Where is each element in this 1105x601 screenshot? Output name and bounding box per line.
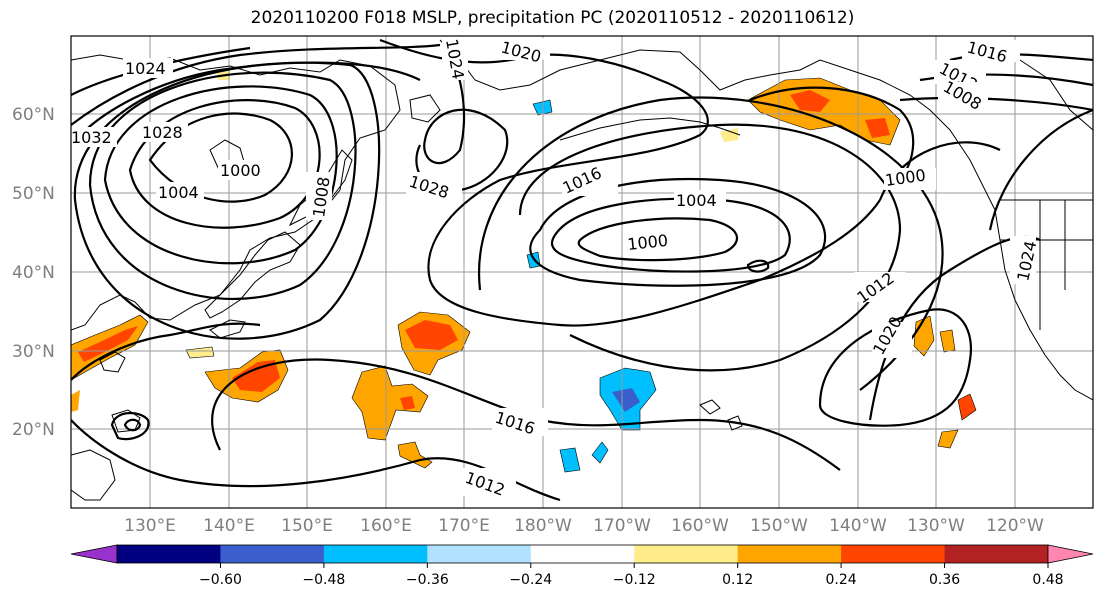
- svg-text:1028: 1028: [142, 123, 183, 142]
- precip-strong-positive-area: [865, 118, 890, 138]
- precip-light-positive-area: [185, 346, 215, 359]
- colorbar-tick-label: −0.48: [302, 572, 345, 588]
- svg-text:1000: 1000: [626, 231, 668, 254]
- precip-positive-area: [71, 390, 80, 412]
- colorbar-tick-label: 0.36: [929, 572, 960, 588]
- svg-text:1004: 1004: [158, 183, 199, 202]
- colorbar-tick-label: −0.60: [199, 572, 242, 588]
- lon-label: 170°E: [438, 516, 490, 536]
- colorbar-cell: [220, 545, 325, 563]
- precip-strong-positive-area: [405, 320, 458, 350]
- lon-label: 120°W: [986, 516, 1044, 536]
- lon-label: 150°W: [750, 516, 808, 536]
- longitude-labels: 130°E 140°E 150°E 160°E 170°E 180°W 170°…: [124, 516, 1044, 536]
- precip-positive-area: [397, 441, 433, 469]
- precip-positive-area: [351, 365, 429, 441]
- colorbar-cell: [841, 545, 946, 563]
- colorbar-cell: [634, 545, 739, 563]
- colorbar-tick-label: 0.12: [722, 572, 753, 588]
- map-title: 2020110200 F018 MSLP, precipitation PC (…: [250, 8, 855, 28]
- lon-label: 130°E: [124, 516, 176, 536]
- lon-label: 170°W: [593, 516, 651, 536]
- precip-light-positive-area: [720, 128, 738, 142]
- lat-label: 30°N: [12, 342, 55, 362]
- lon-label: 140°W: [829, 516, 887, 536]
- lon-label: 140°E: [203, 516, 255, 536]
- colorbar-cell: [427, 545, 532, 563]
- lon-label: 130°W: [907, 516, 965, 536]
- lat-label: 50°N: [12, 184, 55, 204]
- precip-positive-area: [747, 77, 901, 146]
- precip-negative-area: [559, 447, 581, 473]
- colorbar-extend-low: [70, 544, 118, 564]
- colorbar-extend-high: [1047, 544, 1094, 564]
- colorbar-cell: [117, 545, 221, 563]
- svg-text:1004: 1004: [676, 191, 717, 210]
- map-frame: [70, 35, 1094, 509]
- precip-negative-area: [591, 441, 609, 464]
- colorbar-cell: [530, 545, 635, 563]
- precip-strong-negative-area: [612, 388, 640, 412]
- isobar-labels: 1024 1032 1028 1000 1004 1008 1024 1020 …: [71, 36, 1040, 500]
- precip-positive-area: [957, 393, 977, 421]
- latitude-labels: 60°N 50°N 40°N 30°N 20°N: [12, 105, 55, 440]
- colorbar-cell: [944, 545, 1049, 563]
- lon-label: 160°W: [671, 516, 729, 536]
- lon-label: 160°E: [360, 516, 412, 536]
- lat-label: 20°N: [12, 420, 55, 440]
- precip-strong-positive-area: [790, 90, 830, 112]
- precip-positive-area: [939, 329, 956, 353]
- precip-strong-positive-area: [400, 396, 415, 410]
- colorbar: −0.60 −0.48 −0.36 −0.24 −0.12 0.12 0.24 0.36 0.4…: [70, 544, 1094, 588]
- precip-strong-positive-area: [78, 326, 138, 362]
- lon-label: 150°E: [281, 516, 333, 536]
- colorbar-tick-label: 0.24: [826, 572, 857, 588]
- lat-label: 60°N: [12, 105, 55, 125]
- colorbar-tick-label: 0.48: [1032, 572, 1063, 588]
- colorbar-cell: [323, 545, 428, 563]
- colorbar-cell: [737, 545, 842, 563]
- colorbar-tick-label: −0.36: [406, 572, 449, 588]
- svg-text:1032: 1032: [71, 128, 112, 147]
- colorbar-tick-label: −0.24: [509, 572, 552, 588]
- precip-strong-positive-area: [232, 360, 280, 392]
- lon-label: 180°W: [514, 516, 572, 536]
- lat-label: 40°N: [12, 263, 55, 283]
- colorbar-tick-label: −0.12: [613, 572, 656, 588]
- precip-positive-area: [937, 429, 959, 449]
- svg-text:1024: 1024: [125, 59, 166, 78]
- svg-text:1000: 1000: [220, 161, 261, 180]
